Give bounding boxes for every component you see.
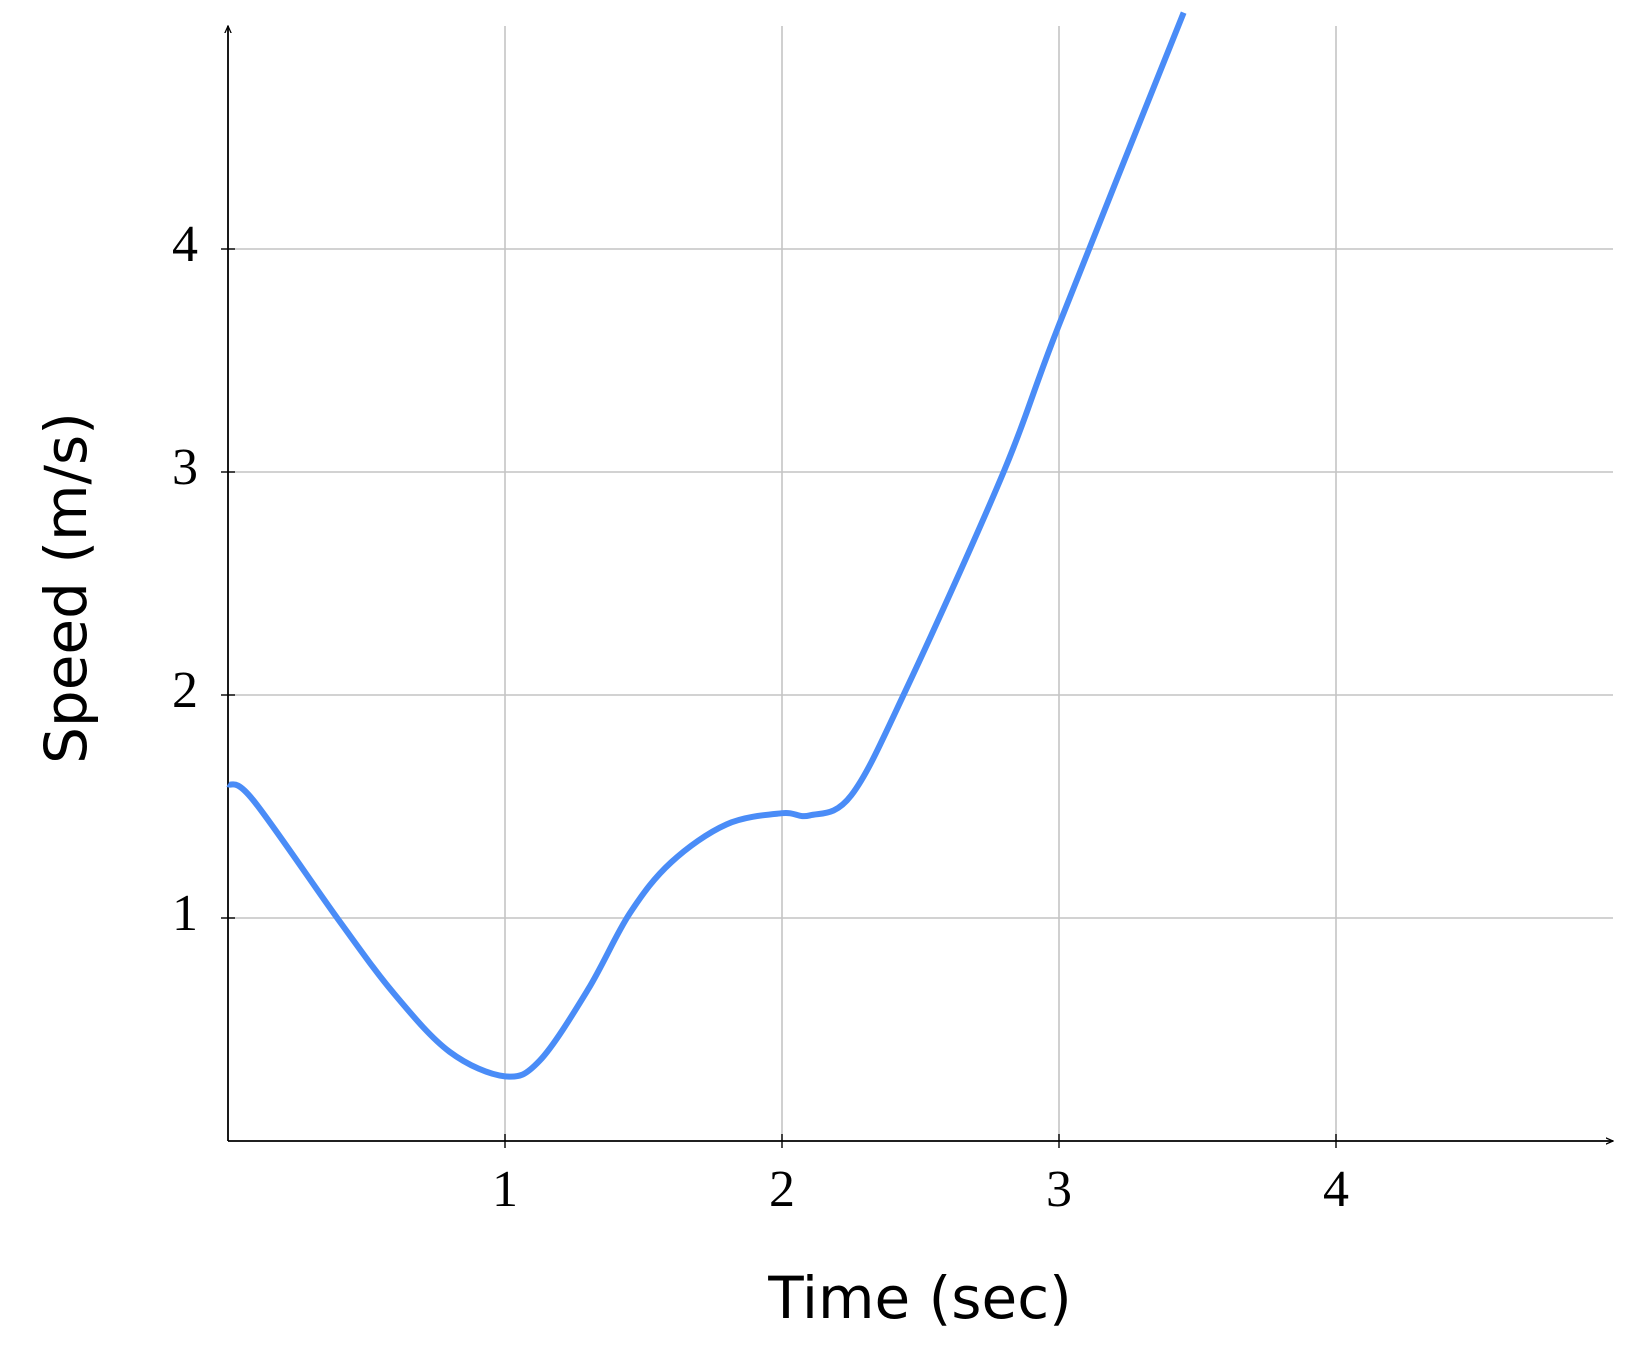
x-tick-label: 2 [769,1161,795,1218]
x-axis-title: Time (sec) [767,1264,1071,1332]
y-axis-title: Speed (m/s) [32,412,100,764]
x-tick-label: 3 [1046,1161,1072,1218]
x-tick-label: 1 [492,1161,518,1218]
y-tick-label: 2 [172,662,198,719]
grid [228,26,1613,1141]
y-tick-label: 1 [172,885,198,942]
x-tick-label: 4 [1323,1161,1349,1218]
line-series [226,11,1187,1080]
y-tick-label: 3 [172,439,198,496]
y-tick-label: 4 [172,216,198,273]
axes [221,26,1613,1148]
